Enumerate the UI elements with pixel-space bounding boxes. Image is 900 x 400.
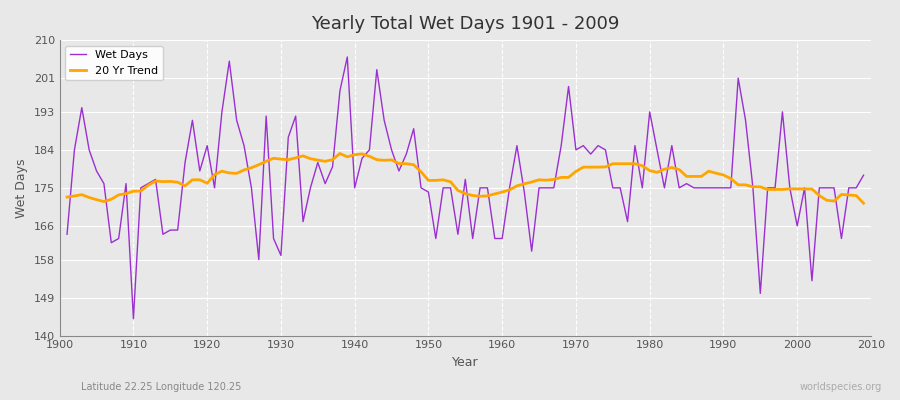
20 Yr Trend <box>497 190 508 194</box>
20 Yr Trend <box>283 157 293 162</box>
Text: Latitude 22.25 Longitude 120.25: Latitude 22.25 Longitude 120.25 <box>81 382 241 392</box>
Wet Days <box>291 114 302 118</box>
20 Yr Trend <box>61 195 72 200</box>
Wet Days <box>335 88 346 93</box>
Y-axis label: Wet Days: Wet Days <box>15 158 28 218</box>
Line: 20 Yr Trend: 20 Yr Trend <box>67 154 864 203</box>
Wet Days <box>600 148 611 152</box>
20 Yr Trend <box>859 201 869 206</box>
Wet Days <box>859 173 869 178</box>
Legend: Wet Days, 20 Yr Trend: Wet Days, 20 Yr Trend <box>65 46 163 80</box>
X-axis label: Year: Year <box>452 356 479 369</box>
Wet Days <box>504 186 515 190</box>
20 Yr Trend <box>593 165 604 170</box>
Wet Days <box>121 181 131 186</box>
Title: Yearly Total Wet Days 1901 - 2009: Yearly Total Wet Days 1901 - 2009 <box>311 15 619 33</box>
Wet Days <box>61 232 72 237</box>
Wet Days <box>342 54 353 59</box>
20 Yr Trend <box>335 151 346 156</box>
Wet Days <box>511 143 522 148</box>
Wet Days <box>128 316 139 321</box>
Text: worldspecies.org: worldspecies.org <box>800 382 882 392</box>
20 Yr Trend <box>121 191 131 196</box>
20 Yr Trend <box>327 157 338 162</box>
Line: Wet Days: Wet Days <box>67 57 864 319</box>
20 Yr Trend <box>504 188 515 192</box>
